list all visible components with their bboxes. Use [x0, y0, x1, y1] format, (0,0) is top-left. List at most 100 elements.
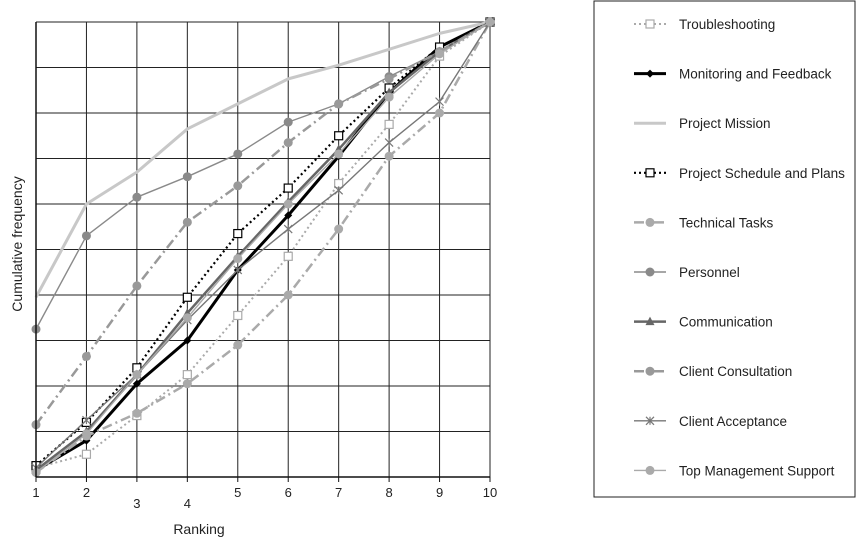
- x-tick-label: 2: [83, 485, 90, 500]
- legend-label: Personnel: [679, 265, 740, 280]
- legend-label: Communication: [679, 315, 773, 330]
- data-point: [81, 231, 91, 241]
- legend-item: Top Management Support: [634, 463, 835, 478]
- y-axis-label: Cumulative frequency: [9, 176, 25, 311]
- series-line: [35, 21, 491, 469]
- data-point: [182, 292, 192, 302]
- data-point: [132, 370, 142, 380]
- legend-box: [593, 0, 856, 498]
- data-point: [334, 185, 344, 195]
- x-tick-label: 6: [285, 485, 292, 500]
- series-project-mission: [34, 20, 491, 298]
- data-point: [645, 316, 655, 326]
- data-point: [283, 183, 293, 193]
- data-point: [384, 138, 394, 147]
- series-client-consultation: [31, 17, 495, 430]
- data-point: [645, 19, 655, 29]
- data-point: [384, 119, 394, 129]
- x-tick-label: 8: [385, 485, 392, 500]
- data-point: [182, 313, 192, 323]
- series-communication: [31, 17, 495, 474]
- data-point: [233, 310, 243, 321]
- data-point: [646, 69, 654, 78]
- series-monitoring-and-feedback: [32, 18, 494, 475]
- x-tick-label: 7: [335, 485, 342, 500]
- series-line: [35, 21, 491, 469]
- data-point: [384, 151, 394, 161]
- legend-item: Monitoring and Feedback: [634, 67, 832, 82]
- data-point: [645, 366, 655, 376]
- legend-label: Monitoring and Feedback: [679, 67, 832, 82]
- data-point: [182, 217, 192, 227]
- x-tick-label: 4: [184, 496, 191, 511]
- legend-item: Project Mission: [634, 116, 771, 131]
- data-point: [283, 199, 293, 209]
- x-tick-label: 5: [234, 485, 241, 500]
- data-point: [283, 224, 293, 234]
- x-tick-label: 3: [133, 496, 140, 511]
- data-point: [233, 265, 243, 275]
- legend-item: Project Schedule and Plans: [634, 166, 845, 181]
- data-point: [233, 149, 243, 159]
- data-point: [132, 281, 142, 291]
- data-point: [283, 138, 293, 148]
- data-point: [233, 181, 243, 191]
- grid: [35, 21, 491, 478]
- legend-item: Technical Tasks: [634, 215, 774, 230]
- data-point: [81, 449, 92, 459]
- data-point: [645, 416, 655, 426]
- legend: Troubleshooting Monitoring and Feedback Pr…: [593, 0, 856, 498]
- data-point: [132, 192, 142, 202]
- axes: Ranking Cumulative frequency 1 2 3 4 5 6 7 8 9 10: [9, 22, 497, 537]
- legend-label: Project Schedule and Plans: [679, 166, 845, 181]
- legend-item: Personnel: [634, 265, 740, 280]
- data-point: [435, 49, 445, 59]
- legend-item: Client Acceptance: [634, 414, 787, 429]
- series-line: [35, 21, 491, 467]
- data-point: [384, 74, 394, 84]
- data-point: [435, 108, 445, 118]
- data-point: [81, 429, 91, 439]
- series-client-acceptance: [31, 17, 495, 473]
- series-line: [35, 21, 491, 474]
- data-point: [183, 336, 192, 345]
- series-line: [34, 20, 491, 426]
- data-point: [233, 228, 243, 239]
- x-tick-label: 1: [32, 485, 39, 500]
- series-line: [34, 20, 491, 298]
- data-point: [283, 117, 293, 127]
- data-point: [334, 224, 344, 234]
- data-point: [284, 211, 293, 220]
- series-troubleshooting: [31, 17, 495, 473]
- data-point: [384, 92, 394, 102]
- legend-item: Troubleshooting: [634, 17, 775, 32]
- data-point: [182, 172, 192, 182]
- series-line: [35, 21, 492, 474]
- data-point: [182, 379, 192, 389]
- legend-label: Top Management Support: [679, 463, 835, 478]
- data-point: [485, 17, 495, 27]
- data-point: [233, 254, 243, 264]
- data-point: [334, 131, 344, 141]
- x-tick-label: 9: [436, 485, 443, 500]
- data-point: [283, 290, 293, 300]
- legend-label: Troubleshooting: [679, 17, 775, 32]
- x-tick-label: 10: [483, 485, 497, 500]
- series-line: [35, 21, 491, 330]
- data-point: [645, 267, 655, 277]
- data-point: [334, 149, 344, 159]
- legend-label: Project Mission: [679, 116, 771, 131]
- data-point: [233, 340, 243, 350]
- legend-label: Client Acceptance: [679, 414, 787, 429]
- data-point: [334, 99, 344, 109]
- series-top-management-support: [31, 17, 495, 477]
- legend-label: Client Consultation: [679, 364, 792, 379]
- plot-area: [31, 17, 495, 477]
- data-point: [435, 97, 444, 107]
- legend-item: Client Consultation: [634, 364, 792, 379]
- legend-label: Technical Tasks: [679, 215, 774, 230]
- data-point: [182, 370, 192, 380]
- data-point: [132, 379, 141, 388]
